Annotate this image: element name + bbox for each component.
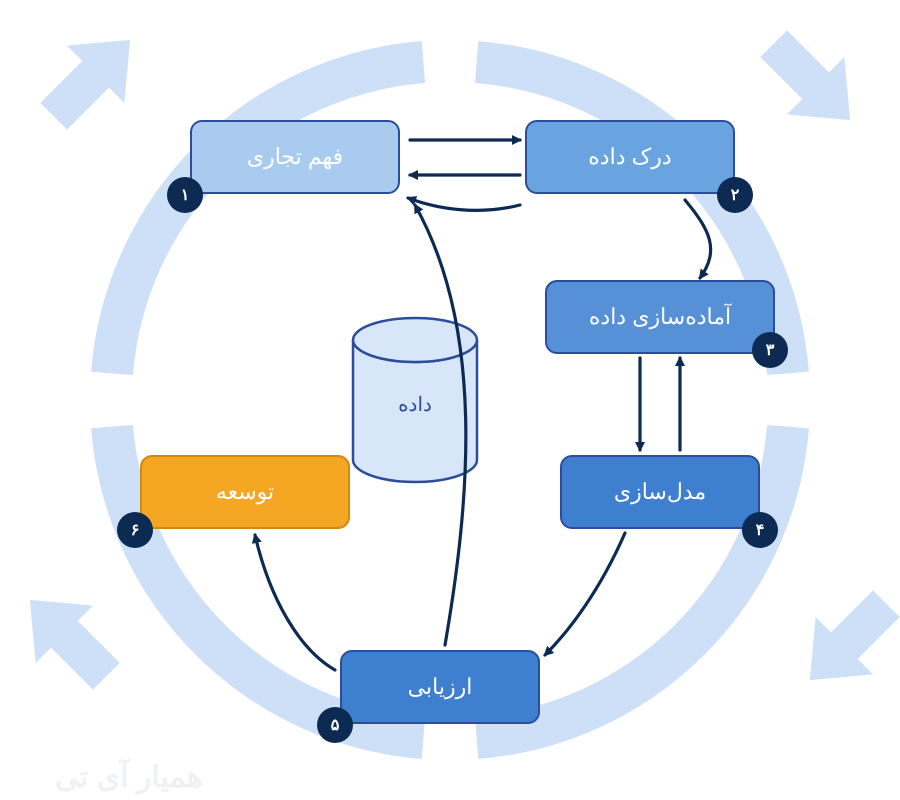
node-label: مدل‌سازی (614, 479, 706, 505)
cylinder-label-text: داده (398, 394, 432, 416)
badge-4: ۴ (742, 512, 778, 548)
badge-2: ۲ (717, 177, 753, 213)
node-label: توسعه (216, 479, 274, 505)
badge-label: ۵ (331, 715, 340, 735)
badge-6: ۶ (117, 512, 153, 548)
flow-edge (408, 198, 520, 210)
node-label: فهم تجاری (247, 144, 343, 170)
badge-1: ۱ (167, 177, 203, 213)
watermark-label: همیار آی تی (55, 761, 203, 794)
outer-arrow-icon (1, 571, 135, 705)
badge-5: ۵ (317, 707, 353, 743)
node-business-understanding: فهم تجاری (190, 120, 400, 194)
outer-arrow-icon (745, 15, 879, 149)
node-modeling: مدل‌سازی (560, 455, 760, 529)
edges-group (255, 140, 711, 670)
outer-arrow-icon (781, 575, 900, 709)
node-evaluation: ارزیابی (340, 650, 540, 724)
node-data-understanding: درک داده (525, 120, 735, 194)
badge-3: ۳ (752, 332, 788, 368)
outer-arrow-icon (25, 11, 159, 145)
node-label: آماده‌سازی داده (589, 304, 731, 330)
diagram-canvas: فهم تجاری درک داده آماده‌سازی داده مدل‌س… (0, 0, 900, 800)
flow-edge (255, 535, 335, 670)
badge-label: ۶ (131, 520, 140, 540)
badge-label: ۱ (181, 185, 190, 205)
node-label: درک داده (588, 144, 671, 170)
watermark-text: همیار آی تی (55, 760, 203, 795)
node-label: ارزیابی (408, 674, 473, 700)
badge-label: ۲ (731, 185, 740, 205)
badge-label: ۴ (756, 520, 765, 540)
cylinder-label: داده (353, 392, 477, 417)
badge-label: ۳ (766, 340, 775, 360)
node-deployment: توسعه (140, 455, 350, 529)
node-data-preparation: آماده‌سازی داده (545, 280, 775, 354)
flow-edge (545, 533, 625, 655)
